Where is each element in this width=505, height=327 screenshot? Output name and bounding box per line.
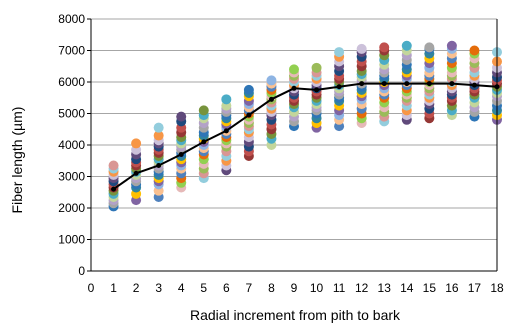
x-tick-label: 8 — [268, 281, 275, 295]
data-point — [401, 40, 412, 51]
mean-point — [133, 170, 139, 176]
x-tick-label: 3 — [155, 281, 162, 295]
y-tick-label: 7000 — [58, 44, 85, 58]
data-point — [198, 105, 209, 116]
x-tick-label: 15 — [423, 281, 437, 295]
x-tick-label: 13 — [378, 281, 392, 295]
mean-line-series — [111, 81, 500, 192]
x-tick-label: 9 — [291, 281, 298, 295]
data-point — [243, 84, 254, 95]
mean-point — [471, 82, 477, 88]
y-tick-labels: 0 1000 2000 3000 4000 5000 6000 7000 8000 — [58, 12, 85, 278]
data-point — [266, 75, 277, 86]
x-tick-label: 6 — [223, 281, 230, 295]
x-tick-label: 10 — [310, 281, 324, 295]
data-point — [289, 64, 299, 75]
y-tick-label: 6000 — [58, 75, 85, 89]
y-tick-label: 4000 — [58, 138, 85, 152]
data-point — [356, 43, 367, 54]
data-point — [153, 122, 164, 133]
y-tick-label: 5000 — [58, 107, 85, 121]
x-tick-label: 12 — [355, 281, 369, 295]
data-point — [379, 42, 390, 53]
data-point — [108, 160, 119, 171]
mean-point — [223, 128, 229, 134]
mean-point — [111, 186, 117, 192]
y-tick-label: 2000 — [58, 201, 85, 215]
x-tick-label: 7 — [246, 281, 253, 295]
x-tick-label: 16 — [445, 281, 459, 295]
mean-point — [268, 96, 274, 102]
data-point — [153, 130, 164, 141]
x-tick-label: 5 — [200, 281, 207, 295]
mean-point — [336, 84, 342, 90]
data-point — [311, 62, 322, 73]
data-point — [424, 42, 435, 53]
y-tick-label: 0 — [78, 264, 85, 278]
mean-point — [404, 81, 410, 87]
mean-point — [201, 139, 207, 145]
data-point — [131, 138, 142, 149]
x-tick-label: 18 — [490, 281, 504, 295]
mean-point — [426, 81, 432, 87]
mean-point — [381, 81, 387, 87]
x-axis-title: Radial increment from pith to bark — [190, 307, 401, 323]
data-point — [176, 111, 187, 122]
x-tick-label: 11 — [333, 281, 346, 295]
axes — [87, 18, 498, 272]
mean-point — [246, 112, 252, 118]
data-point — [334, 47, 345, 58]
x-tick-label: 2 — [133, 281, 140, 295]
mean-point — [291, 85, 297, 91]
data-point — [469, 45, 480, 56]
x-tick-label: 0 — [88, 281, 95, 295]
data-point — [221, 94, 232, 105]
mean-line — [113, 82, 498, 190]
data-point — [446, 40, 457, 51]
mean-point — [178, 151, 184, 157]
mean-point — [359, 81, 365, 87]
mean-point — [156, 162, 162, 168]
x-tick-label: 14 — [400, 281, 414, 295]
mean-point — [449, 81, 455, 87]
x-tick-label: 4 — [178, 281, 185, 295]
mean-point — [314, 87, 320, 93]
data-points — [108, 40, 502, 212]
x-tick-labels: 0 1 2 3 4 5 6 7 8 9 10 11 12 13 14 15 16 17 18 — [88, 281, 504, 295]
y-tick-label: 8000 — [58, 12, 85, 26]
y-tick-label: 3000 — [58, 170, 85, 184]
y-axis-title: Fiber length (µm) — [9, 107, 25, 214]
x-tick-label: 17 — [468, 281, 482, 295]
x-tick-label: 1 — [110, 281, 117, 295]
y-tick-label: 1000 — [58, 233, 85, 247]
